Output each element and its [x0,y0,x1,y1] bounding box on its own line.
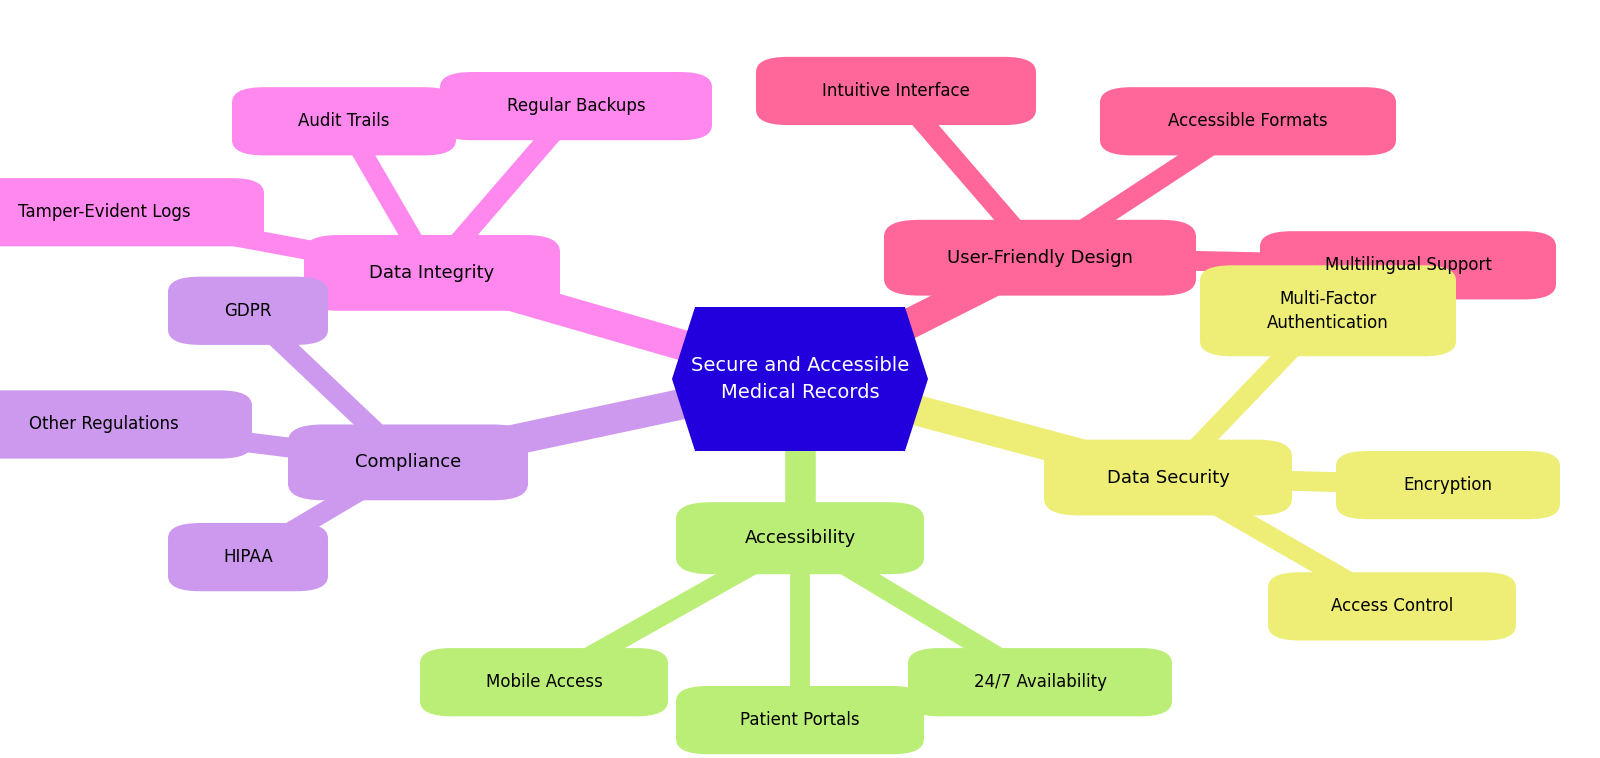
Text: GDPR: GDPR [224,302,272,320]
Text: Regular Backups: Regular Backups [507,97,645,115]
Text: Accessibility: Accessibility [744,529,856,547]
FancyBboxPatch shape [757,57,1037,125]
FancyBboxPatch shape [1200,265,1456,356]
FancyBboxPatch shape [168,523,328,591]
Text: Access Control: Access Control [1331,597,1453,615]
Text: Encryption: Encryption [1403,476,1493,494]
FancyBboxPatch shape [0,390,253,459]
Text: Data Integrity: Data Integrity [370,264,494,282]
Text: Multilingual Support: Multilingual Support [1325,256,1491,274]
FancyBboxPatch shape [0,178,264,246]
FancyBboxPatch shape [1336,451,1560,519]
Text: Audit Trails: Audit Trails [298,112,390,130]
Text: Compliance: Compliance [355,453,461,471]
Text: Tamper-Evident Logs: Tamper-Evident Logs [18,203,190,221]
FancyBboxPatch shape [675,686,925,754]
FancyBboxPatch shape [232,87,456,155]
FancyBboxPatch shape [419,648,669,716]
Text: User-Friendly Design: User-Friendly Design [947,249,1133,267]
FancyBboxPatch shape [675,502,925,575]
FancyBboxPatch shape [168,277,328,345]
Text: Multi-Factor
Authentication: Multi-Factor Authentication [1267,290,1389,331]
Text: Other Regulations: Other Regulations [29,415,179,434]
Polygon shape [672,307,928,451]
FancyBboxPatch shape [440,72,712,140]
Text: Mobile Access: Mobile Access [485,673,603,691]
Text: Accessible Formats: Accessible Formats [1168,112,1328,130]
Text: Patient Portals: Patient Portals [741,711,859,729]
Text: Secure and Accessible
Medical Records: Secure and Accessible Medical Records [691,356,909,402]
FancyBboxPatch shape [909,648,1171,716]
Text: 24/7 Availability: 24/7 Availability [973,673,1107,691]
FancyBboxPatch shape [1261,231,1555,299]
FancyBboxPatch shape [288,424,528,500]
FancyBboxPatch shape [1043,440,1293,515]
Text: Intuitive Interface: Intuitive Interface [822,82,970,100]
Text: HIPAA: HIPAA [222,548,274,566]
FancyBboxPatch shape [883,220,1197,296]
FancyBboxPatch shape [1267,572,1517,641]
Text: Data Security: Data Security [1107,468,1229,487]
FancyBboxPatch shape [304,235,560,311]
FancyBboxPatch shape [1101,87,1395,155]
